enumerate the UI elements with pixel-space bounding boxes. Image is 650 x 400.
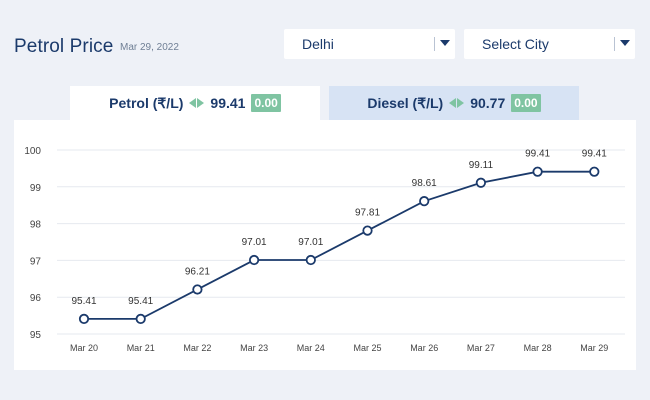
data-point [475,177,486,188]
tab-petrol[interactable]: Petrol (₹/L) 99.41 0.00 [70,86,320,120]
data-label: 99.41 [582,149,607,160]
y-tick-label: 97 [30,256,42,267]
city-select[interactable]: Delhi [284,29,455,59]
data-label: 97.01 [298,237,323,248]
select-divider [434,37,435,51]
x-tick-label: Mar 29 [580,343,608,353]
tab-diesel-price: 90.77 [470,95,506,111]
tab-petrol-price: 99.41 [210,95,246,111]
data-point [419,196,430,207]
x-tick-label: Mar 27 [467,343,495,353]
y-tick-label: 96 [30,293,42,304]
data-point [305,254,316,266]
data-label: 98.61 [412,178,437,189]
price-line-chart: 95 96 97 98 99 100 Mar 20 Mar 21 Mar 22 Mar 23 Mar… [24,146,625,353]
data-label: 99.41 [525,149,550,160]
chevron-down-icon[interactable] [440,40,450,46]
x-tick-label: Mar 22 [183,343,211,353]
x-tick-label: Mar 25 [353,343,381,353]
tab-petrol-change-badge: 0.00 [251,94,281,112]
x-tick-label: Mar 28 [524,343,552,353]
city-select-value: Delhi [302,36,334,52]
x-tick-label: Mar 26 [410,343,438,353]
chevron-down-icon[interactable] [620,40,630,46]
header: Petrol Price Mar 29, 2022 Delhi Select C… [0,0,650,80]
data-label: 96.21 [185,266,210,277]
data-point [532,166,543,177]
x-tick-label: Mar 24 [297,343,325,353]
series-line [84,170,595,320]
data-point [249,254,260,266]
page-date: Mar 29, 2022 [120,42,179,53]
x-tick-label: Mar 21 [127,343,155,353]
data-label: 97.01 [242,237,267,248]
data-point [135,313,146,325]
tab-diesel[interactable]: Diesel (₹/L) 90.77 0.00 [329,86,579,120]
y-tick-label: 95 [30,330,42,341]
x-tick-label: Mar 23 [240,343,268,353]
tab-petrol-label: Petrol (₹/L) [109,94,184,111]
select-divider [614,37,615,51]
city-select-secondary[interactable]: Select City [464,29,635,59]
page-title: Petrol Price [14,36,114,57]
data-point [78,313,90,325]
data-label: 97.81 [355,208,380,219]
y-tick-label: 98 [30,220,42,231]
data-point [589,166,600,177]
x-tick-label: Mar 20 [70,343,98,353]
tab-diesel-change-badge: 0.00 [511,94,541,112]
data-label: 95.41 [71,296,96,307]
y-tick-label: 100 [24,146,41,157]
data-label: 99.11 [469,160,494,171]
data-point [362,225,373,236]
tab-diesel-label: Diesel (₹/L) [367,94,444,111]
change-arrows-icon [189,98,205,108]
y-tick-label: 99 [30,183,42,194]
data-point [192,284,203,295]
chart-panel: 95 96 97 98 99 100 Mar 20 Mar 21 Mar 22 Mar 23 Mar… [14,120,636,370]
city-select-secondary-value: Select City [482,36,549,52]
change-arrows-icon [449,98,465,108]
data-label: 95.41 [128,296,153,307]
